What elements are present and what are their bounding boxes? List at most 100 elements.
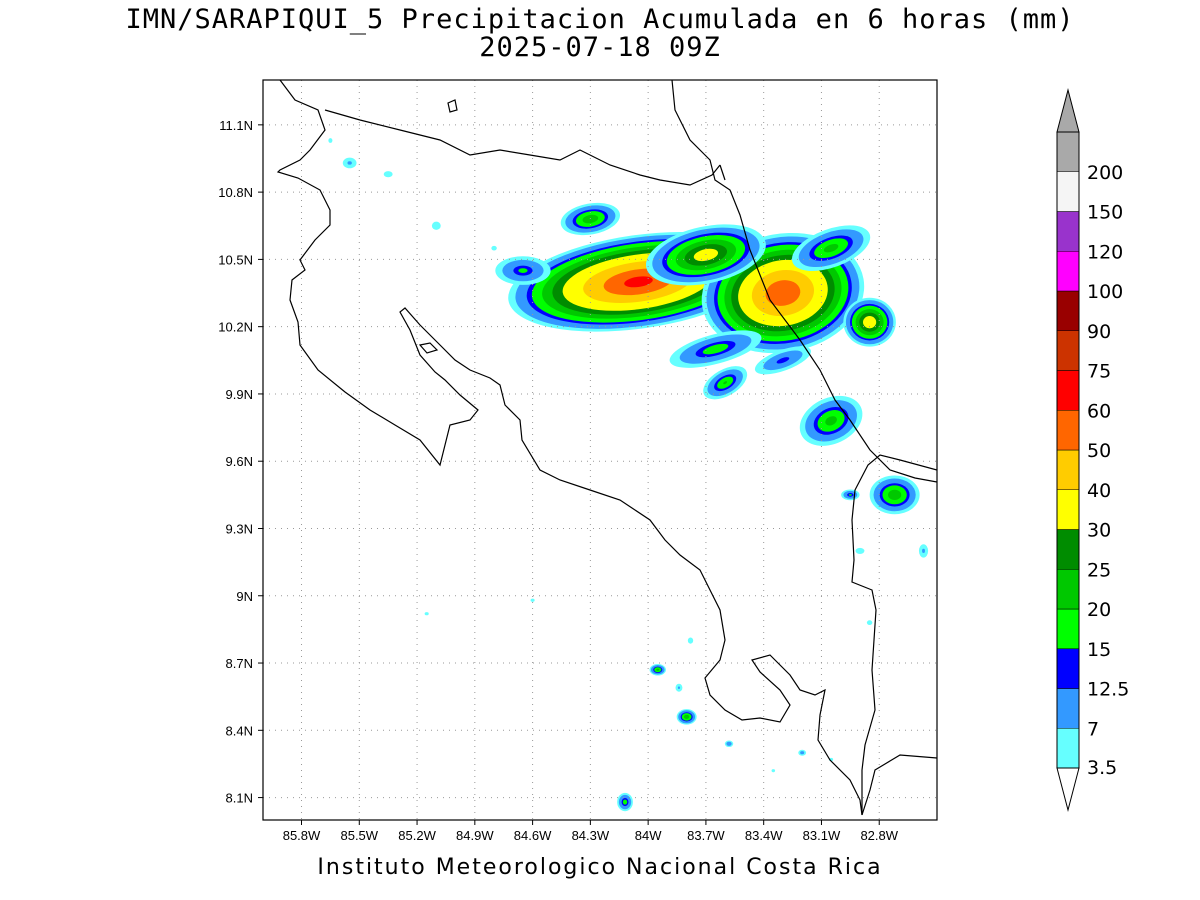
lon-tick-label: 85.2W (398, 828, 436, 843)
precip-contour (866, 620, 873, 626)
costa-rica-border-river (719, 164, 726, 181)
lat-tick-label: 8.7N (226, 656, 253, 671)
precip-cell (675, 683, 683, 692)
precip-contour (848, 493, 852, 496)
precip-contour (771, 769, 776, 773)
precip-cell (617, 792, 633, 812)
colorbar-swatch (1056, 569, 1080, 610)
precip-contour (825, 416, 837, 426)
precip-cell (798, 749, 807, 756)
colorbar-swatch (1056, 171, 1080, 212)
colorbar-legend: 3.5 7 12.5 15 20 25 30 40 50 60 75 90 100 120 150 200 (1056, 88, 1129, 812)
coastline-borders (276, 80, 937, 816)
lon-tick-label: 84.3W (572, 828, 610, 843)
precip-contour (855, 547, 865, 555)
lon-tick-label: 83.7W (687, 828, 725, 843)
border-nicaragua (324, 109, 721, 186)
coastline-pacific (276, 80, 863, 816)
border-panama (851, 454, 937, 815)
island-outline (418, 342, 439, 354)
precip-contour (863, 316, 877, 329)
colorbar-label: 20 (1087, 599, 1111, 621)
precip-contour (431, 221, 441, 230)
colorbar-swatch (1056, 688, 1080, 729)
precip-contour (702, 343, 729, 355)
lat-tick-label: 9.9N (226, 387, 253, 402)
lat-tick-label: 9N (236, 589, 253, 604)
colorbar-label: 200 (1087, 162, 1123, 184)
precip-contour (530, 598, 535, 602)
colorbar-swatch (1056, 370, 1080, 411)
colorbar-label: 3.5 (1087, 757, 1117, 779)
precip-cell (724, 740, 734, 748)
colorbar-swatch (1056, 211, 1080, 252)
lon-tick-label: 83.1W (803, 828, 841, 843)
precip-contour (776, 357, 790, 364)
colorbar-swatch (1056, 489, 1080, 530)
precip-cell (791, 225, 871, 271)
lat-tick-label: 8.1N (226, 791, 253, 806)
colorbar-swatch (1056, 330, 1080, 371)
lon-tick-label: 83.4W (745, 828, 783, 843)
precip-cell (703, 366, 748, 400)
precip-contour (518, 268, 528, 273)
precip-cell (754, 346, 811, 375)
lat-tick-label: 10.5N (218, 252, 253, 267)
colorbar-swatch (1056, 410, 1080, 451)
precip-cell (669, 330, 762, 368)
precip-contour (765, 280, 801, 306)
map-valid-time: 2025-07-18 09Z (479, 32, 721, 63)
precip-contour (723, 381, 728, 385)
border-panama-coast (861, 754, 937, 816)
precip-cell (491, 245, 497, 251)
colorbar-label: 12.5 (1087, 679, 1129, 701)
lon-tick-label: 84.9W (456, 828, 494, 843)
precip-cell (424, 612, 429, 616)
colorbar-top-arrow (1056, 88, 1080, 133)
precip-contour (424, 612, 429, 616)
precip-cell (841, 489, 860, 501)
precip-contour (888, 489, 902, 500)
precip-cell (530, 598, 535, 602)
colorbar-bottom-arrow (1056, 767, 1080, 812)
lat-tick-label: 8.4N (226, 723, 253, 738)
colorbar-label: 75 (1087, 361, 1111, 383)
precip-cell (495, 256, 551, 285)
credit-text: Instituto Meteorologico Nacional Costa R… (317, 855, 883, 880)
precip-cell (799, 395, 863, 446)
plot-frame (262, 79, 938, 821)
colorbar-swatch (1056, 648, 1080, 689)
precip-cell (771, 769, 776, 773)
colorbar-label: 7 (1087, 718, 1099, 740)
lat-tick-label: 10.8N (218, 185, 253, 200)
colorbar-label: 50 (1087, 440, 1111, 462)
colorbar-label: 60 (1087, 400, 1111, 422)
precip-contour (582, 214, 599, 224)
precip-contour (823, 243, 839, 253)
precip-contour (922, 548, 925, 554)
colorbar-swatch (1056, 608, 1080, 649)
map-title: IMN/SARAPIQUI_5 Precipitacion Acumulada … (125, 4, 1075, 35)
precip-contour (383, 171, 393, 178)
precip-cell (866, 620, 873, 626)
precip-contour (677, 686, 681, 689)
lon-tick-label: 85.5W (340, 828, 378, 843)
precip-contour (726, 741, 732, 746)
precip-cell (869, 475, 920, 515)
lat-tick-label: 11.1N (219, 118, 253, 133)
axis-ticks: 85.8W 85.5W 85.2W 84.9W 84.6W 84.3W 84W 83.7W 83… (218, 118, 898, 843)
coastline-caribbean (671, 80, 937, 483)
precip-contour (687, 637, 694, 644)
lat-tick-label: 9.3N (226, 521, 253, 536)
colorbar-swatch (1056, 131, 1080, 172)
precip-contour (624, 276, 653, 288)
lat-tick-label: 9.6N (226, 454, 253, 469)
precip-cell (383, 171, 393, 178)
colorbar-swatch (1056, 728, 1080, 769)
precip-cell (560, 202, 621, 236)
colorbar-label: 25 (1087, 559, 1111, 581)
precipitation-field (328, 138, 929, 812)
lon-tick-label: 85.8W (283, 828, 321, 843)
colorbar-label: 30 (1087, 520, 1111, 542)
